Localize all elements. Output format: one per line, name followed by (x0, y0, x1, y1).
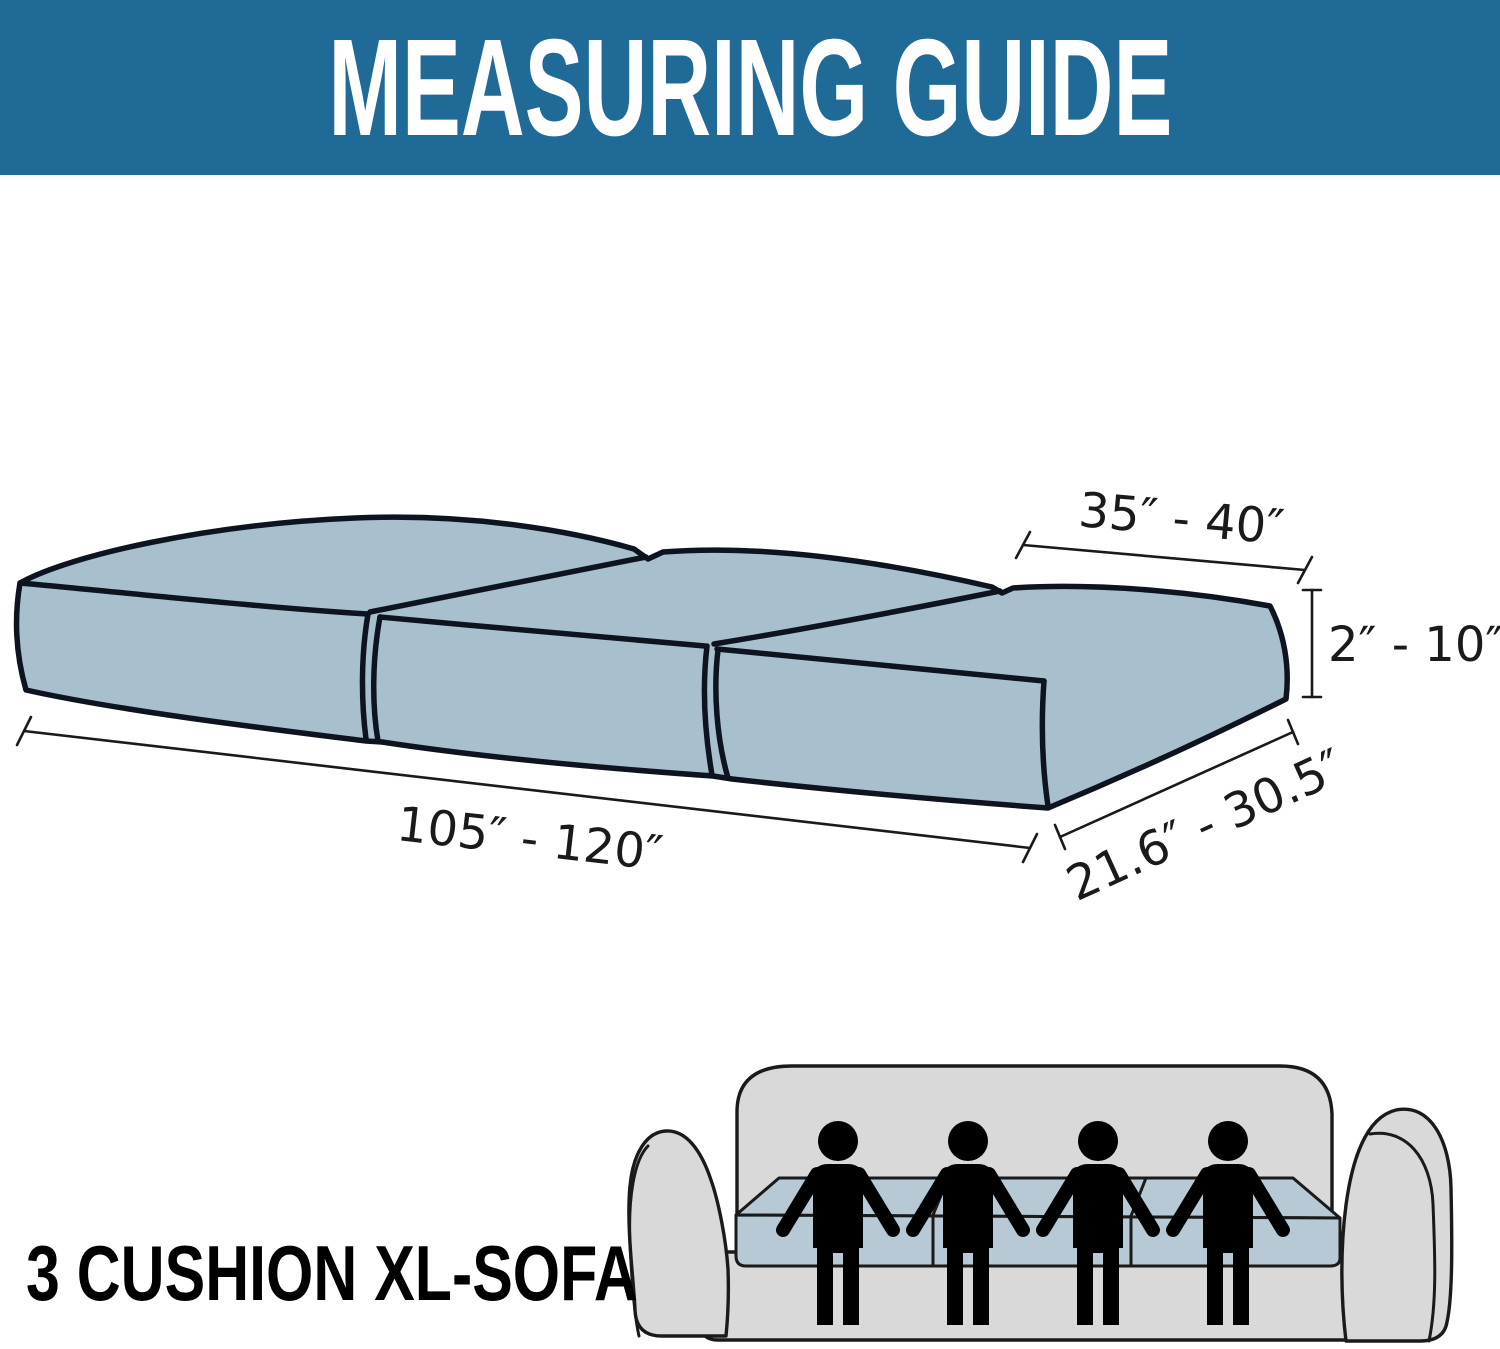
length-tick-left (15, 715, 33, 747)
length-tick-right (1021, 832, 1039, 864)
thickness-label: 2″ - 10″ (1328, 617, 1500, 673)
cushion3-end-edge (1039, 678, 1051, 809)
seam1-right-curve (371, 614, 383, 744)
cushion-silhouette (13, 514, 1290, 811)
page-title: MEASURING GUIDE (328, 10, 1172, 165)
width-label: 35″ - 40″ (1076, 482, 1286, 556)
cushion-illustration (13, 514, 1290, 811)
sofa-right-arm-roll (1368, 1131, 1437, 1343)
depth-tick-right (1286, 718, 1300, 746)
cushion3-fold-line (714, 646, 1047, 684)
length-label: 105″ - 120″ (394, 796, 666, 882)
cushion1-fold-line (17, 580, 371, 617)
length-dimension-line (22, 729, 1032, 850)
cushion2-3-top-boundary (711, 588, 1003, 647)
sofa-left-arm-roll (628, 1144, 650, 1338)
sofa-type-caption: 3 CUSHION XL-SOFA (26, 1229, 638, 1317)
seam1-left-curve (359, 611, 371, 742)
sofa-left-arm (627, 1129, 731, 1338)
depth-tick-left (1053, 823, 1067, 851)
sofa-illustration (627, 1064, 1454, 1343)
width-tick-left (1014, 530, 1032, 560)
width-tick-right (1296, 555, 1314, 585)
cushion2-fold-line (377, 614, 708, 649)
seam2-right-curve (713, 647, 731, 781)
width-dimension-line (1021, 543, 1307, 572)
cushion1-2-top-boundary (367, 554, 649, 615)
seam2-left-curve (701, 643, 715, 778)
depth-dimension-line (1058, 730, 1295, 839)
header-banner: MEASURING GUIDE (0, 0, 1500, 175)
